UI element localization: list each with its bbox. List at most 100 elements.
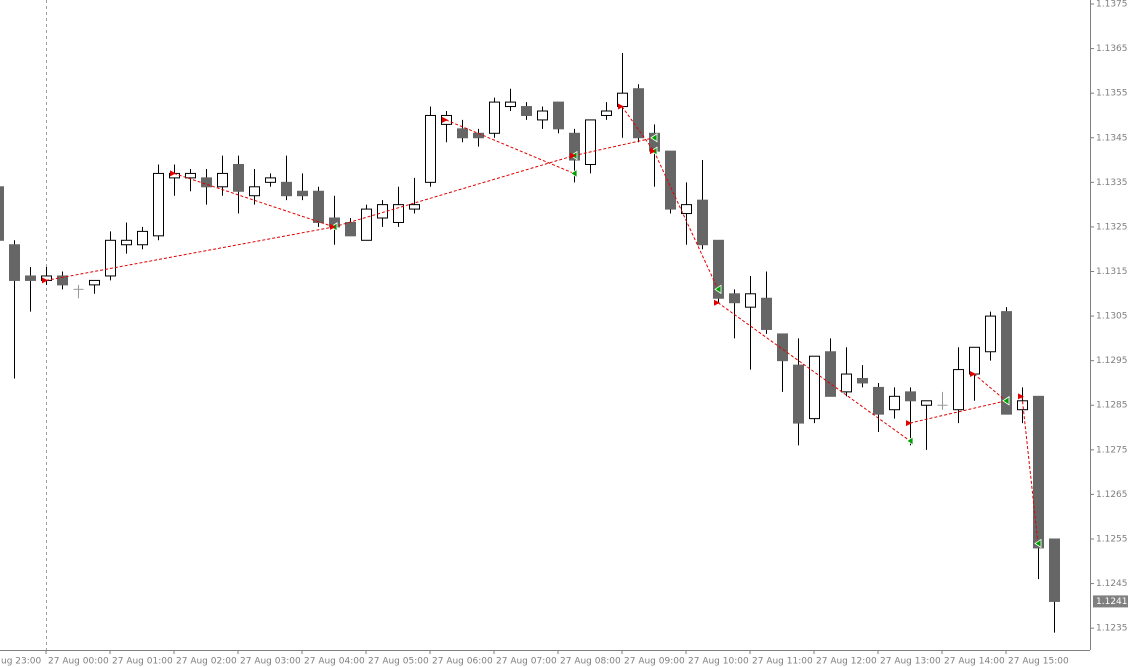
trade-line xyxy=(621,106,655,152)
y-tick-label: 1.1355 xyxy=(1096,89,1128,99)
x-tick-label: 27 Aug 06:00 xyxy=(432,657,493,667)
x-tick-label: 27 Aug 01:00 xyxy=(112,657,173,667)
y-tick-label: 1.1285 xyxy=(1096,401,1128,411)
candle-body xyxy=(729,293,740,304)
candle-body xyxy=(377,204,388,219)
candle-body xyxy=(457,128,468,139)
candle-body xyxy=(841,373,852,393)
candle-body xyxy=(0,186,4,241)
y-tick-label: 1.1335 xyxy=(1096,178,1128,188)
trade-line xyxy=(717,302,911,442)
x-tick-label: ug 23:00 xyxy=(1,657,41,667)
candle-body xyxy=(601,110,612,116)
candle-body xyxy=(857,377,868,384)
candle-body xyxy=(345,221,356,237)
candle-body xyxy=(249,186,260,197)
exit-marker xyxy=(1034,538,1042,549)
x-tick-label: 27 Aug 13:00 xyxy=(880,657,941,667)
entry-marker xyxy=(714,299,720,306)
x-tick-label: 27 Aug 05:00 xyxy=(368,657,429,667)
candle-body xyxy=(1049,538,1060,602)
candle-body xyxy=(985,315,996,353)
candle-body xyxy=(665,150,676,210)
x-tick-label: 27 Aug 04:00 xyxy=(304,657,365,667)
x-tick-label: 27 Aug 15:00 xyxy=(1008,657,1069,667)
exit-marker xyxy=(906,436,914,446)
candle-body xyxy=(809,355,820,420)
y-tick-label: 1.1265 xyxy=(1096,490,1128,500)
candle-body xyxy=(313,190,324,223)
candle-body xyxy=(505,101,516,108)
candle-body xyxy=(9,244,20,281)
x-tick-label: 27 Aug 02:00 xyxy=(176,657,237,667)
exit-marker xyxy=(714,284,722,295)
candle-body xyxy=(121,239,132,246)
candle-body xyxy=(569,132,580,161)
y-tick-label: 1.1275 xyxy=(1096,445,1128,455)
trade-line xyxy=(45,226,335,281)
candle-body xyxy=(521,106,532,116)
entry-marker xyxy=(618,103,624,110)
candle-body xyxy=(697,199,708,246)
candle-body xyxy=(1001,311,1012,415)
y-tick-label: 1.1315 xyxy=(1096,267,1128,277)
x-tick-label: 27 Aug 00:00 xyxy=(48,657,109,667)
trade-line xyxy=(653,150,719,290)
candle-body xyxy=(425,114,436,183)
candle-body xyxy=(297,190,308,197)
exit-marker xyxy=(570,168,578,179)
candle-body xyxy=(713,239,724,299)
current-price-label: 1.1241 xyxy=(1096,597,1128,607)
candle-body xyxy=(793,364,804,424)
exit-marker xyxy=(650,133,658,143)
y-tick-label: 1.1235 xyxy=(1096,624,1128,634)
x-tick-label: 27 Aug 10:00 xyxy=(688,657,749,667)
trade-line xyxy=(445,119,575,174)
exit-marker xyxy=(1002,396,1010,406)
x-tick-label: 27 Aug 14:00 xyxy=(944,657,1005,667)
candle-body xyxy=(409,204,420,210)
entry-marker xyxy=(442,116,448,123)
x-tick-label: 27 Aug 12:00 xyxy=(816,657,877,667)
y-tick-label: 1.1295 xyxy=(1096,356,1128,366)
entry-marker xyxy=(1018,393,1024,400)
candle-body xyxy=(233,164,244,192)
candle-body xyxy=(361,208,372,241)
candle-body xyxy=(1017,400,1028,411)
y-tick-label: 1.1325 xyxy=(1096,222,1128,232)
entry-marker xyxy=(170,170,176,177)
entry-marker xyxy=(650,148,656,155)
candle-body xyxy=(825,351,836,397)
x-tick-label: 27 Aug 03:00 xyxy=(240,657,301,667)
trade-line xyxy=(333,155,575,228)
candle-body xyxy=(761,297,772,330)
entry-marker xyxy=(42,277,48,284)
candle-body xyxy=(153,172,164,237)
y-tick-label: 1.1305 xyxy=(1096,312,1128,322)
candle-body xyxy=(201,177,212,188)
candle-body xyxy=(537,110,548,121)
x-tick-label: 27 Aug 11:00 xyxy=(752,657,813,667)
candle-body xyxy=(489,101,500,134)
candle-body xyxy=(777,333,788,362)
x-tick-label: 27 Aug 08:00 xyxy=(560,657,621,667)
candle-body xyxy=(633,88,644,139)
y-tick-label: 1.1375 xyxy=(1096,0,1128,10)
y-tick-label: 1.1245 xyxy=(1096,579,1128,589)
candle-body xyxy=(217,172,228,188)
trade-line xyxy=(909,400,1007,424)
candle-body xyxy=(969,346,980,375)
candle-body xyxy=(265,177,276,183)
candle-body xyxy=(873,386,884,415)
candle-body xyxy=(1033,395,1044,549)
candle-body xyxy=(745,293,756,308)
candle-body xyxy=(921,400,932,406)
x-tick-label: 27 Aug 09:00 xyxy=(624,657,685,667)
candle-body xyxy=(905,391,916,402)
candle-body xyxy=(585,119,596,166)
candle-body xyxy=(953,369,964,411)
y-tick-label: 1.1255 xyxy=(1096,534,1128,544)
entry-marker xyxy=(906,420,912,427)
candle-body xyxy=(681,204,692,215)
